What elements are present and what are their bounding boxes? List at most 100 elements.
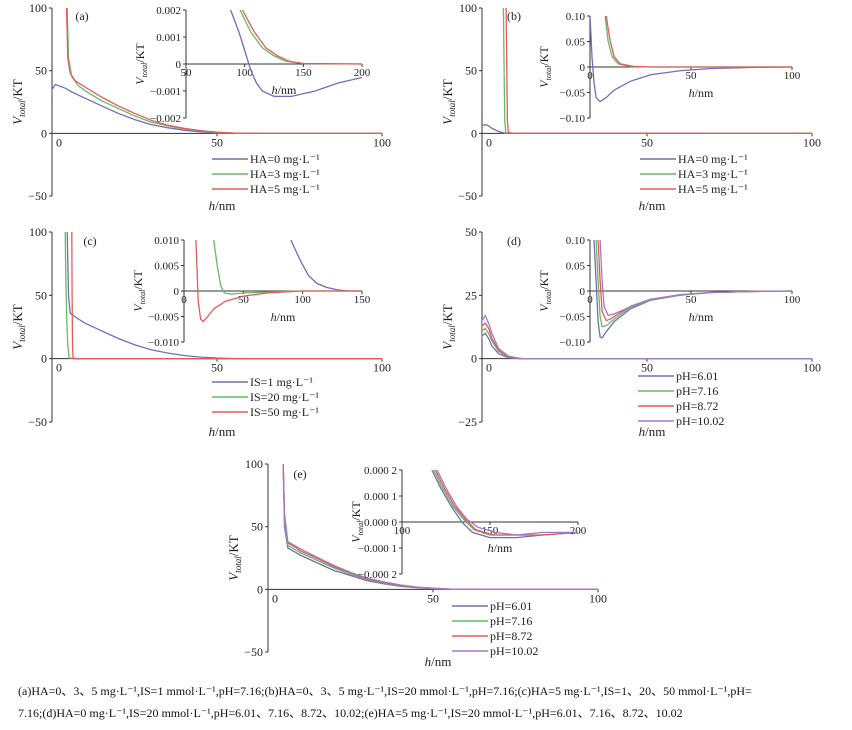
y-tick-label: 100 — [29, 225, 47, 239]
y-tick-label: 100 — [245, 457, 263, 471]
y-axis-label: Vtotal/KT — [133, 43, 149, 85]
legend: HA=0 mg·L⁻¹HA=3 mg·L⁻¹HA=5 mg·L⁻¹ — [640, 152, 748, 196]
y-tick-label: −0.005 — [148, 312, 179, 324]
y-axis-label: Vtotal/KT — [131, 270, 147, 312]
y-tick-label: −0.010 — [148, 337, 179, 349]
chart-panel-d: 0 50 100 −25 0 25 50 h/nm Vtotal/KT 0 50 100 −0.10 −0… — [440, 225, 821, 439]
y-tick-label: 0 — [257, 582, 263, 596]
x-tick-label: 50 — [238, 294, 250, 306]
caption-line-2: 7.16;(d)HA=0 mg·L⁻¹,IS=20 mmol·L⁻¹,pH=6.… — [18, 706, 683, 720]
panel-label: (c) — [83, 234, 96, 248]
x-tick-label: 50 — [686, 294, 698, 306]
legend-label: pH=6.01 — [676, 369, 718, 383]
y-tick-label: 0.000 0 — [364, 517, 398, 529]
y-tick-label: −0.05 — [560, 88, 586, 100]
x-tick-label: 50 — [686, 70, 698, 82]
y-axis-label: Vtotal/KT — [537, 46, 553, 88]
series-line-4 — [599, 240, 792, 317]
legend-label: pH=10.02 — [676, 414, 724, 428]
panel-label: (b) — [507, 9, 521, 23]
y-axis-label: Vtotal/KT — [349, 501, 365, 543]
series-line-1 — [290, 240, 362, 292]
legend: IS=1 mg·L⁻¹IS=20 mg·L⁻¹IS=50 mg·L⁻¹ — [212, 375, 319, 419]
y-tick-label: 0 — [176, 59, 182, 71]
x-tick-label: 50 — [181, 67, 193, 79]
x-tick-label: 50 — [427, 591, 439, 605]
chart-panel-b: 0 50 100 −50 0 50 100 h/nm Vtotal/KT 0 50 100 −0.10 −… — [440, 1, 821, 213]
series-line-1 — [66, 232, 382, 360]
panel-label: (d) — [507, 234, 521, 248]
series-group — [431, 470, 578, 539]
series-line-1 — [482, 332, 812, 360]
y-tick-label: −0.001 — [150, 86, 181, 98]
y-tick-label: 0.002 — [156, 5, 181, 17]
series-line-1 — [431, 470, 578, 539]
series-line-1 — [590, 16, 792, 103]
y-tick-label: −0.002 — [150, 113, 181, 125]
series-line-2 — [433, 470, 578, 536]
x-axis-label: h/nm — [639, 424, 666, 439]
y-tick-label: 0 — [41, 352, 47, 366]
chart-panel-c: 0 50 100 −50 0 50 100 h/nm Vtotal/KT 0 50 100 150 −0.… — [10, 225, 391, 439]
x-axis-label: h/nm — [488, 541, 513, 555]
main-axes: 0 50 100 −50 0 50 100 h/nm Vtotal/KT — [10, 225, 391, 439]
x-tick-label: 100 — [394, 525, 411, 537]
series-group — [282, 464, 598, 590]
inset-axes: 100 150 200−0.000 2−0.000 10.000 00.000 10… — [349, 465, 587, 581]
x-tick-label: 0 — [486, 361, 492, 375]
y-tick-label: −25 — [458, 415, 477, 429]
x-tick-label: 150 — [295, 67, 312, 79]
x-axis-label: h/nm — [689, 86, 714, 100]
series-line-1 — [229, 10, 362, 98]
legend-label: HA=3 mg·L⁻¹ — [250, 167, 320, 181]
x-tick-label: 0 — [56, 361, 62, 375]
y-tick-label: 0.005 — [154, 261, 179, 273]
legend-label: HA=5 mg·L⁻¹ — [678, 182, 748, 196]
x-tick-label: 100 — [236, 67, 253, 79]
y-tick-label: 0.010 — [154, 235, 179, 247]
x-axis-label: h/nm — [425, 654, 452, 669]
x-tick-label: 50 — [211, 135, 223, 149]
x-tick-label: 200 — [354, 67, 371, 79]
y-tick-label: −50 — [28, 415, 47, 429]
y-tick-label: 50 — [251, 520, 263, 534]
x-tick-label: 50 — [211, 361, 223, 375]
x-tick-label: 50 — [641, 135, 653, 149]
series-line-3 — [65, 8, 382, 134]
x-tick-label: 0 — [272, 591, 278, 605]
series-line-3 — [505, 8, 812, 134]
inset-chart: 50 100 150 200 −0.002 −0.001 0 0.001 0.002 h/nm Vt… — [133, 5, 371, 125]
y-tick-label: −0.10 — [560, 337, 586, 349]
x-tick-label: 0 — [56, 135, 62, 149]
series-line-4 — [282, 464, 598, 590]
y-tick-label: 0.10 — [566, 235, 586, 247]
y-tick-label: −50 — [244, 645, 263, 659]
y-tick-label: 0.05 — [566, 261, 586, 273]
legend-label: pH=8.72 — [676, 399, 718, 413]
y-axis-label: Vtotal/KT — [226, 535, 243, 580]
y-axis-label: Vtotal/KT — [10, 79, 27, 124]
x-tick-label: 100 — [803, 135, 821, 149]
y-tick-label: 50 — [35, 288, 47, 302]
y-tick-label: 0.05 — [566, 37, 586, 49]
series-group — [52, 8, 382, 134]
series-group — [593, 240, 792, 339]
series-line-4 — [482, 314, 812, 360]
y-tick-label: 50 — [35, 64, 47, 78]
x-tick-label: 100 — [373, 135, 391, 149]
legend-label: pH=6.01 — [490, 599, 532, 613]
x-tick-label: 0 — [587, 70, 593, 82]
inset-chart: 0 50 100 150−0.010−0.00500.0050.010h/nmVtot… — [131, 235, 371, 349]
series-line-2 — [66, 8, 382, 134]
series-group — [482, 314, 812, 360]
y-tick-label: 100 — [459, 1, 477, 15]
x-axis-label: h/nm — [209, 424, 236, 439]
y-tick-label: 0 — [580, 62, 586, 74]
y-tick-label: 0 — [174, 286, 180, 298]
y-tick-label: 0 — [471, 126, 477, 140]
y-tick-label: 0 — [471, 352, 477, 366]
x-tick-label: 50 — [641, 361, 653, 375]
panel-label: (e) — [293, 467, 306, 481]
